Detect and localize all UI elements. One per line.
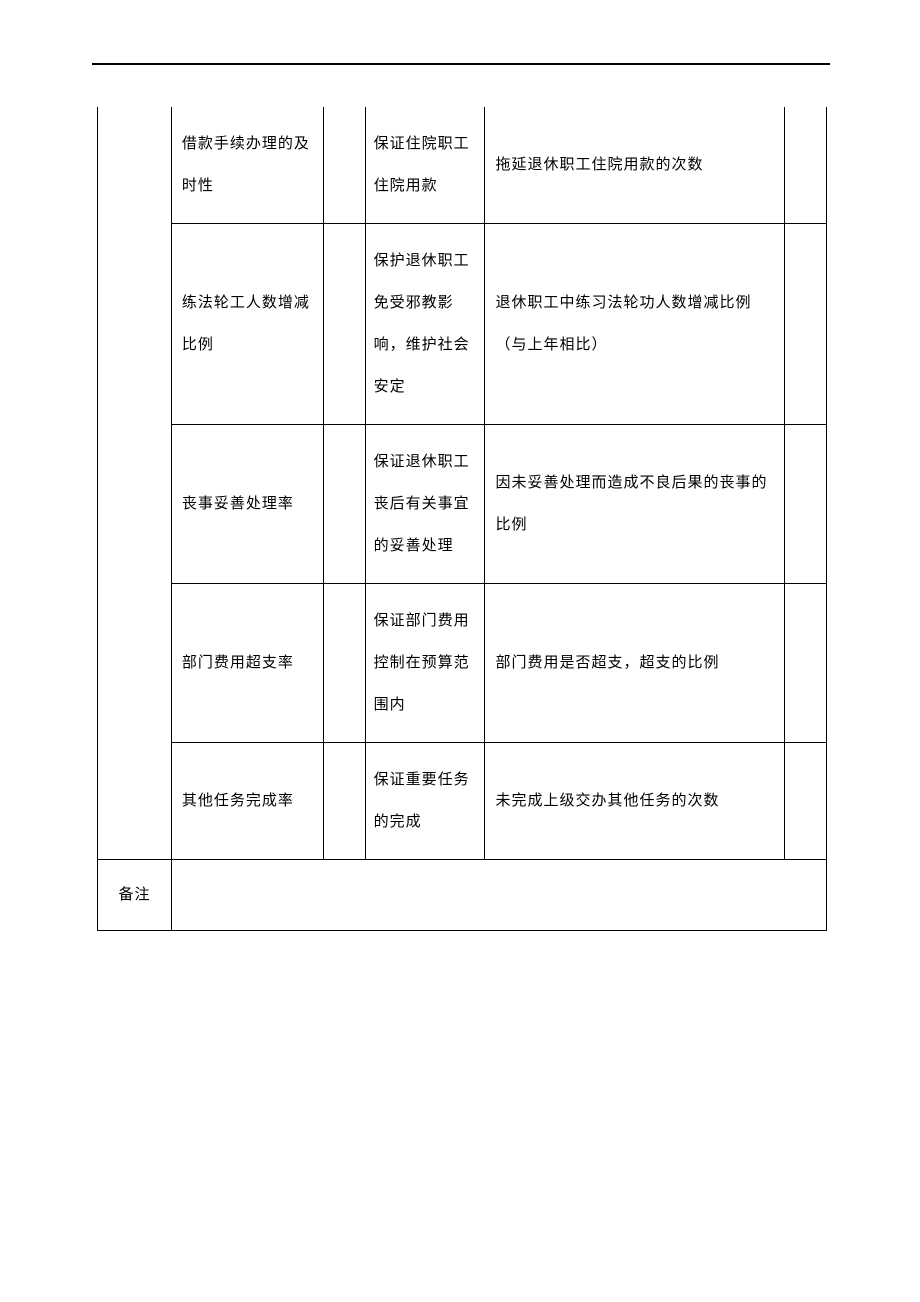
- empty-cell: [323, 425, 365, 584]
- empty-cell: [785, 584, 827, 743]
- indicator-cell: 部门费用超支率: [171, 584, 323, 743]
- table-row: 借款手续办理的及时性 保证住院职工住院用款 拖延退休职工住院用款的次数: [98, 107, 827, 224]
- purpose-cell: 保护退休职工免受邪教影响，维护社会安定: [365, 224, 485, 425]
- empty-cell: [785, 224, 827, 425]
- indicator-cell: 练法轮工人数增减比例: [171, 224, 323, 425]
- page-header-rule: [92, 63, 830, 65]
- indicator-cell: 其他任务完成率: [171, 743, 323, 860]
- empty-cell: [323, 224, 365, 425]
- empty-cell: [323, 584, 365, 743]
- purpose-cell: 保证部门费用控制在预算范围内: [365, 584, 485, 743]
- purpose-cell: 保证重要任务的完成: [365, 743, 485, 860]
- description-cell: 部门费用是否超支，超支的比例: [485, 584, 785, 743]
- empty-cell: [785, 107, 827, 224]
- description-cell: 未完成上级交办其他任务的次数: [485, 743, 785, 860]
- description-cell: 拖延退休职工住院用款的次数: [485, 107, 785, 224]
- purpose-cell: 保证住院职工住院用款: [365, 107, 485, 224]
- assessment-table: 借款手续办理的及时性 保证住院职工住院用款 拖延退休职工住院用款的次数 练法轮工…: [97, 107, 827, 931]
- table-row: 丧事妥善处理率 保证退休职工丧后有关事宜的妥善处理 因未妥善处理而造成不良后果的…: [98, 425, 827, 584]
- table-row: 其他任务完成率 保证重要任务的完成 未完成上级交办其他任务的次数: [98, 743, 827, 860]
- description-cell: 因未妥善处理而造成不良后果的丧事的比例: [485, 425, 785, 584]
- notes-label-cell: 备注: [98, 860, 172, 931]
- table-row: 练法轮工人数增减比例 保护退休职工免受邪教影响，维护社会安定 退休职工中练习法轮…: [98, 224, 827, 425]
- indicator-cell: 借款手续办理的及时性: [171, 107, 323, 224]
- table-row: 部门费用超支率 保证部门费用控制在预算范围内 部门费用是否超支，超支的比例: [98, 584, 827, 743]
- purpose-cell: 保证退休职工丧后有关事宜的妥善处理: [365, 425, 485, 584]
- indicator-cell: 丧事妥善处理率: [171, 425, 323, 584]
- description-cell: 退休职工中练习法轮功人数增减比例（与上年相比）: [485, 224, 785, 425]
- empty-cell: [785, 743, 827, 860]
- notes-content-cell: [171, 860, 826, 931]
- empty-cell: [323, 107, 365, 224]
- assessment-table-wrapper: 借款手续办理的及时性 保证住院职工住院用款 拖延退休职工住院用款的次数 练法轮工…: [97, 107, 827, 931]
- category-cell: [98, 107, 172, 860]
- empty-cell: [785, 425, 827, 584]
- empty-cell: [323, 743, 365, 860]
- notes-row: 备注: [98, 860, 827, 931]
